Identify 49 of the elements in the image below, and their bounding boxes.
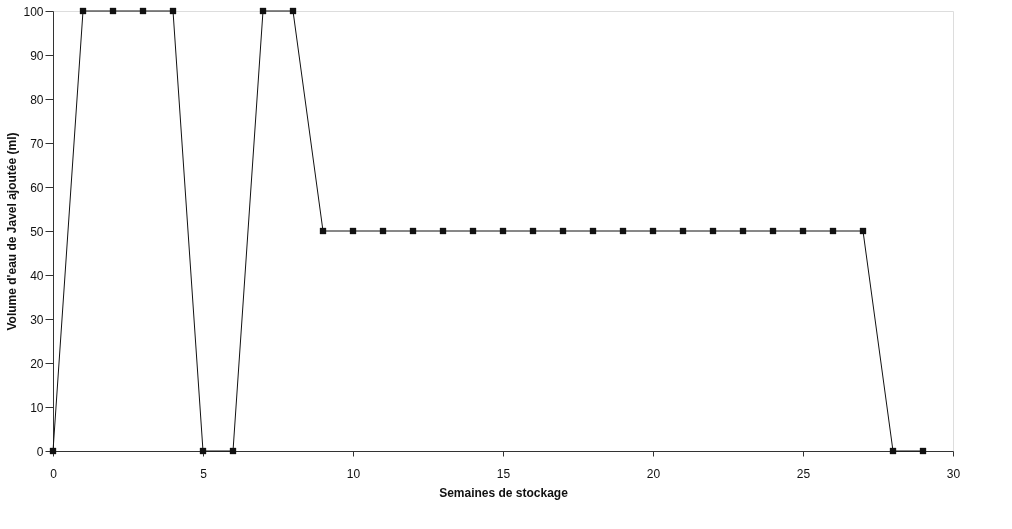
y-tick-label: 60 xyxy=(30,180,44,195)
x-tick-label: 25 xyxy=(796,466,811,481)
point xyxy=(349,227,357,235)
point xyxy=(229,447,237,455)
x-tick-label: 20 xyxy=(646,466,661,481)
point xyxy=(199,447,207,455)
y-tick-label: 80 xyxy=(30,92,44,107)
point xyxy=(769,227,777,235)
point xyxy=(919,447,927,455)
point xyxy=(529,227,537,235)
y-axis-title: Volume d'eau de Javel ajoutée (ml) xyxy=(5,132,20,331)
y-tick-label: 50 xyxy=(30,224,44,239)
x-axis-title: Semaines de stockage xyxy=(439,485,569,500)
point xyxy=(79,7,87,15)
point xyxy=(109,7,117,15)
y-tick-label: 10 xyxy=(30,400,44,415)
point xyxy=(499,227,507,235)
point xyxy=(319,227,327,235)
point xyxy=(289,7,297,15)
point xyxy=(439,227,447,235)
point xyxy=(259,7,267,15)
point xyxy=(649,227,657,235)
x-tick-label: 0 xyxy=(50,466,58,481)
point xyxy=(889,447,897,455)
point xyxy=(829,227,837,235)
y-tick-label: 90 xyxy=(30,48,44,63)
x-tick-label: 30 xyxy=(946,466,961,481)
point xyxy=(619,227,627,235)
point xyxy=(559,227,567,235)
point xyxy=(409,227,417,235)
y-tick-label: 30 xyxy=(30,312,44,327)
y-tick-label: 0 xyxy=(36,444,44,459)
x-tick-label: 10 xyxy=(346,466,361,481)
point xyxy=(709,227,717,235)
y-tick-label: 20 xyxy=(30,356,44,371)
x-tick-label: 15 xyxy=(496,466,511,481)
point xyxy=(379,227,387,235)
point xyxy=(799,227,807,235)
point xyxy=(859,227,867,235)
point xyxy=(169,7,177,15)
point xyxy=(739,227,747,235)
x-tick-label: 5 xyxy=(200,466,208,481)
y-tick-label: 40 xyxy=(30,268,44,283)
y-tick-label: 70 xyxy=(30,136,44,151)
point xyxy=(679,227,687,235)
point xyxy=(139,7,147,15)
y-tick-label: 100 xyxy=(23,4,44,19)
point xyxy=(469,227,477,235)
point xyxy=(589,227,597,235)
